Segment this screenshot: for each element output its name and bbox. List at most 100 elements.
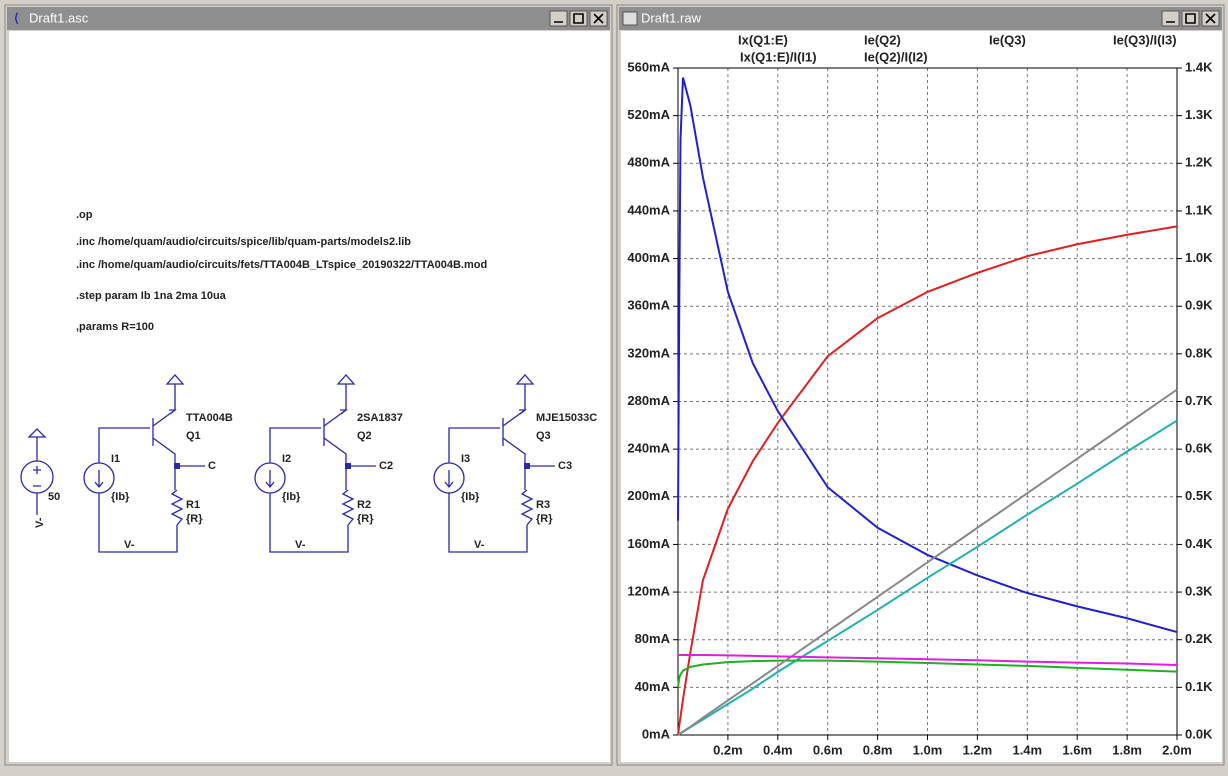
source-value: {Ib} — [111, 491, 130, 503]
y2-tick-label: 0.9K — [1185, 298, 1213, 313]
plot-window: Draft1.raw 0mA 40mA 80mA 120mA 160mA 200mA 240… — [616, 4, 1225, 766]
window-button-icons — [554, 13, 604, 24]
y2-tick-label: 1.3K — [1185, 107, 1213, 122]
minimize-button[interactable] — [1161, 10, 1180, 27]
directive: .step param Ib 1na 2ma 10ua — [76, 290, 227, 302]
title-bar — [619, 7, 1222, 30]
current-arrow — [94, 470, 104, 489]
voltage-source — [20, 460, 54, 494]
junction — [174, 463, 180, 469]
wire — [27, 428, 47, 515]
y-tick-label: 200mA — [627, 488, 670, 503]
polarity — [33, 466, 41, 487]
source-value: {Ib} — [461, 491, 480, 503]
minimize-button[interactable] — [549, 10, 568, 27]
current-source — [433, 462, 465, 494]
y2-tick-label: 0.8K — [1185, 345, 1213, 360]
y-tick-label: 160mA — [627, 536, 670, 551]
y2-tick-label: 0.3K — [1185, 584, 1213, 599]
y2-tick-label: 0.2K — [1185, 631, 1213, 646]
amplifier-stage: MJE15033C Q3 I3 {Ib} R3 {R} C3 V- — [433, 374, 597, 553]
title-bar — [7, 7, 610, 30]
transistor-ref: Q1 — [186, 430, 201, 442]
x-tick-label: 0.2m — [713, 742, 743, 757]
resistor — [341, 489, 355, 526]
schematic-canvas — [9, 31, 610, 762]
output-net: C2 — [379, 460, 393, 472]
y2-tick-label: 0.4K — [1185, 536, 1213, 551]
y2-tick-label: 0.6K — [1185, 441, 1213, 456]
y-tick-label: 440mA — [627, 202, 670, 217]
y-tick-label: 400mA — [627, 250, 670, 265]
junction — [345, 463, 351, 469]
x-tick-label: 1.8m — [1112, 742, 1142, 757]
transistor-ref: Q2 — [357, 430, 372, 442]
resistor-ref: R3 — [536, 499, 550, 511]
legend-entry: Ix(Q1:E) — [738, 32, 788, 47]
y-tick-label: 240mA — [627, 441, 670, 456]
y2-tick-label: 0.1K — [1185, 679, 1213, 694]
current-arrow — [444, 470, 454, 489]
directive: .inc /home/quam/audio/circuits/fets/TTA0… — [76, 259, 487, 271]
series-line — [677, 225, 1178, 736]
resistor-value: {R} — [536, 513, 553, 525]
resistor-value: {R} — [357, 513, 374, 525]
y-tick-label: 320mA — [627, 345, 670, 360]
ground-net: V- — [295, 539, 306, 551]
y-tick-label: 280mA — [627, 393, 670, 408]
y-tick-label: 120mA — [627, 584, 670, 599]
current-arrow — [265, 470, 275, 489]
y2-tick-label: 1.0K — [1185, 250, 1213, 265]
series-line — [677, 659, 1178, 688]
y-tick-label: 0mA — [642, 726, 671, 741]
x-tick-label: 1.0m — [913, 742, 943, 757]
resistor-ref: R2 — [357, 499, 371, 511]
window-button-icons — [1166, 13, 1216, 24]
current-source — [83, 462, 115, 494]
y2-tick-label: 1.1K — [1185, 202, 1213, 217]
y2-tick-label: 0.0K — [1185, 726, 1213, 741]
legend-entry: Ie(Q2)/I(I2) — [864, 49, 928, 64]
app-icon: ⟨ — [14, 11, 19, 25]
resistor — [520, 489, 534, 526]
legend-entry: Ix(Q1:E)/I(I1) — [740, 49, 817, 64]
transistor-model: TTA004B — [186, 412, 233, 424]
legend-entry: Ie(Q3)/I(I3) — [1113, 32, 1177, 47]
legend-entry: Ie(Q2) — [864, 32, 901, 47]
x-tick-label: 1.6m — [1062, 742, 1092, 757]
resistor-value: {R} — [186, 513, 203, 525]
ground-net: V- — [124, 539, 135, 551]
series-line — [677, 77, 1178, 634]
x-tick-label: 0.8m — [863, 742, 893, 757]
x-tick-label: 0.4m — [763, 742, 793, 757]
series-line — [677, 388, 1178, 736]
schematic-window: Draft1.asc ⟨ .op .inc /home/quam/audio/c… — [4, 4, 613, 766]
x-tick-label: 0.6m — [813, 742, 843, 757]
transistor-model: 2SA1837 — [357, 412, 403, 424]
resistor-ref: R1 — [186, 499, 200, 511]
directive: .op — [76, 209, 93, 221]
transistor-ref: Q3 — [536, 430, 551, 442]
junction — [524, 463, 530, 469]
y-tick-label: 480mA — [627, 155, 670, 170]
source-value: {Ib} — [282, 491, 301, 503]
source-ref: I3 — [461, 453, 470, 465]
supply-value: 50 — [48, 491, 60, 503]
collector-arrow — [169, 409, 177, 415]
resistor — [170, 489, 184, 526]
directive: .inc /home/quam/audio/circuits/spice/lib… — [76, 236, 411, 248]
y-tick-label: 80mA — [635, 631, 671, 646]
series-line — [678, 653, 1178, 666]
supply: 50 V- — [20, 428, 60, 528]
y-tick-label: 520mA — [627, 107, 670, 122]
y2-tick-label: 0.5K — [1185, 488, 1213, 503]
output-net: C3 — [558, 460, 572, 472]
x-tick-label: 2.0m — [1162, 742, 1192, 757]
source-ref: I1 — [111, 453, 120, 465]
supply-net: V- — [34, 517, 46, 528]
app-icon — [622, 11, 638, 26]
transistor-model: MJE15033C — [536, 412, 597, 424]
window-title: Draft1.raw — [641, 10, 702, 25]
y-tick-label: 560mA — [627, 59, 670, 74]
